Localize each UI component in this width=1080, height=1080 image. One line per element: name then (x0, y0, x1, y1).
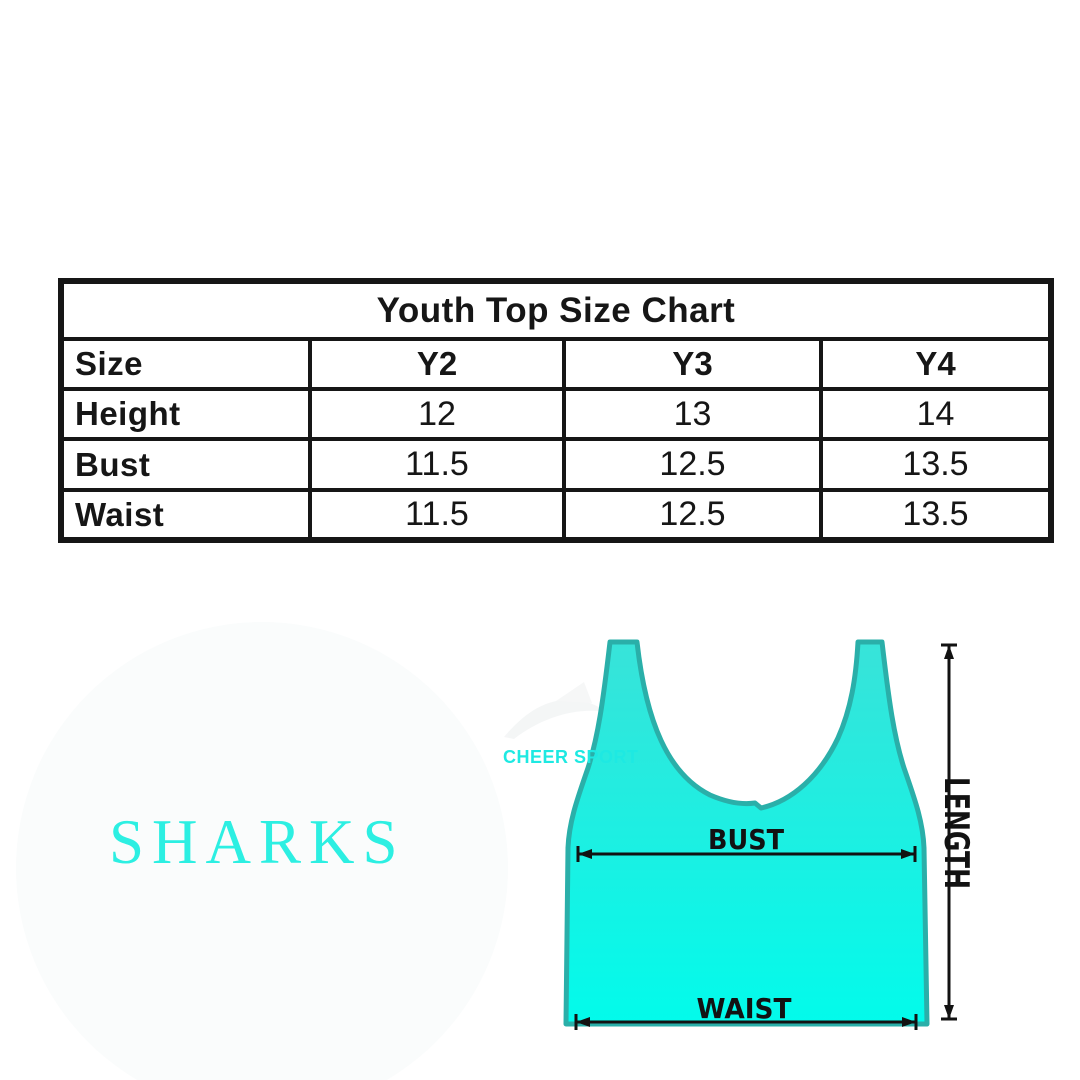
youth-top-size-chart-table: Youth Top Size Chart Size Y2 Y3 Y4 Heigh… (58, 278, 1054, 543)
bust-left-arrowhead-icon (578, 849, 592, 859)
sharks-brand-text: SHARKS (109, 807, 406, 877)
waist-label: WAIST (697, 992, 792, 1025)
table-title: Youth Top Size Chart (58, 278, 1054, 341)
row-label-height: Height (58, 387, 312, 441)
waist-y2: 11.5 (308, 488, 566, 543)
header-size: Size (58, 337, 312, 391)
height-y3: 13 (562, 387, 823, 441)
faint-circle-watermark (16, 622, 508, 1080)
waist-y4: 13.5 (819, 488, 1054, 543)
height-y2: 12 (308, 387, 566, 441)
length-bottom-arrowhead-icon (944, 1005, 954, 1019)
waist-right-arrowhead-icon (902, 1017, 916, 1027)
cheer-sport-watermark-text: CHEER SPORT (503, 747, 639, 767)
length-label: LENGTH (936, 777, 976, 889)
row-label-bust: Bust (58, 437, 312, 492)
waist-left-arrowhead-icon (576, 1017, 590, 1027)
table-row-bust: Bust 11.5 12.5 13.5 (58, 437, 1054, 492)
table-row-waist: Waist 11.5 12.5 13.5 (58, 488, 1054, 543)
length-dimension: LENGTH (936, 643, 976, 1021)
waist-y3: 12.5 (562, 488, 823, 543)
header-y4: Y4 (819, 337, 1054, 391)
table-row-height: Height 12 13 14 (58, 387, 1054, 441)
shark-swoosh-watermark-icon (504, 682, 612, 739)
bust-right-arrowhead-icon (901, 849, 915, 859)
tank-top-shape (563, 639, 930, 1027)
bust-y3: 12.5 (562, 437, 823, 492)
header-y3: Y3 (562, 337, 823, 391)
table-header-row: Size Y2 Y3 Y4 (58, 337, 1054, 391)
bust-dimension: BUST (576, 823, 917, 862)
table-title-row: Youth Top Size Chart (58, 278, 1054, 341)
waist-dimension: WAIST (574, 992, 918, 1030)
row-label-waist: Waist (58, 488, 312, 543)
header-y2: Y2 (308, 337, 566, 391)
bust-label: BUST (708, 823, 784, 856)
height-y4: 14 (819, 387, 1054, 441)
bust-y4: 13.5 (819, 437, 1054, 492)
bust-y2: 11.5 (308, 437, 566, 492)
length-top-arrowhead-icon (944, 645, 954, 659)
